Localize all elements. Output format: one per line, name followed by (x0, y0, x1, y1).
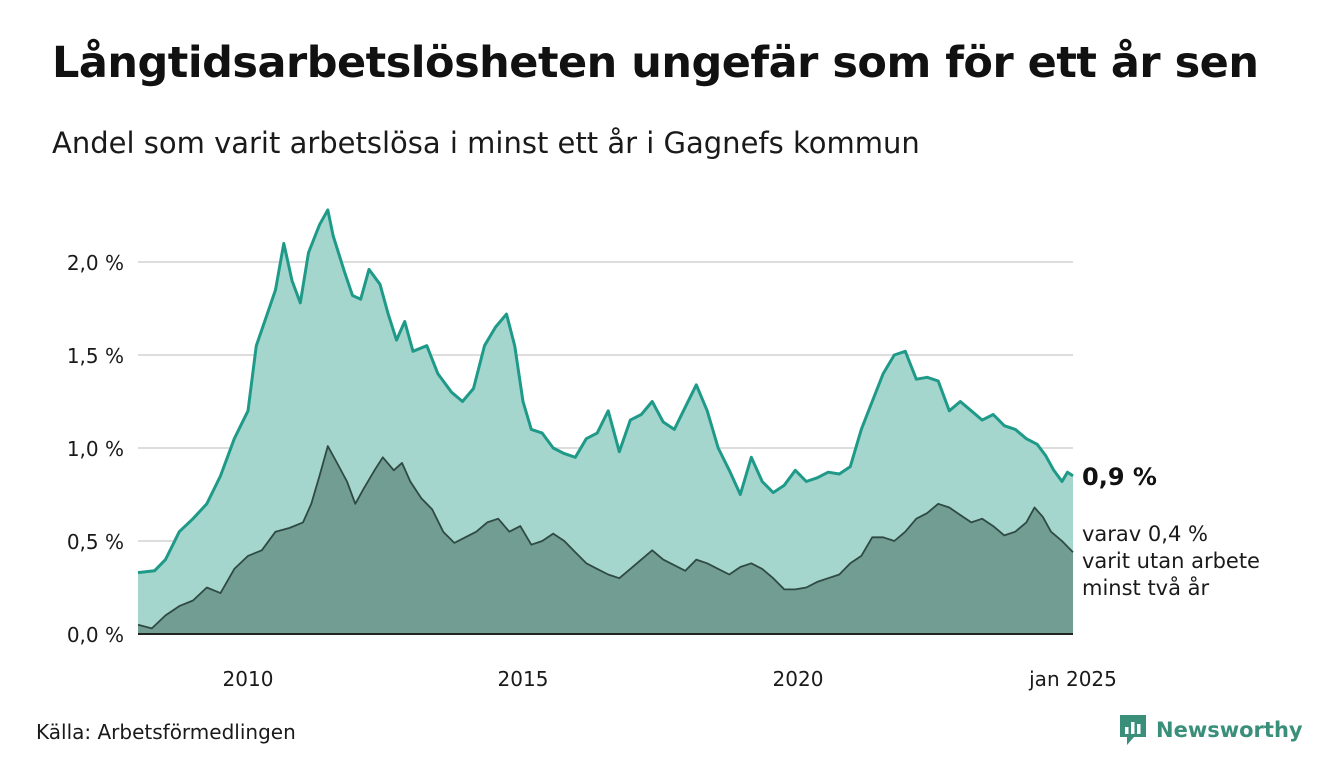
y-tick-label: 0,0 % (67, 623, 124, 647)
line-total (137, 208, 1074, 575)
x-tick-label: 2015 (498, 667, 549, 691)
end-label-two-years-line: varav 0,4 % (1082, 522, 1208, 546)
chart-areas (137, 208, 1074, 634)
newsworthy-logo: Newsworthy (1118, 713, 1303, 747)
y-tick-label: 1,5 % (67, 344, 124, 368)
x-tick-label: jan 2025 (1028, 667, 1117, 691)
x-tick-label: 2020 (773, 667, 824, 691)
logo-text: Newsworthy (1156, 718, 1303, 742)
area-two-years (138, 446, 1073, 634)
y-tick-label: 2,0 % (67, 251, 124, 275)
x-tick-label: 2010 (223, 667, 274, 691)
y-tick-label: 0,5 % (67, 530, 124, 554)
chart-subtitle: Andel som varit arbetslösa i minst ett å… (52, 126, 920, 160)
y-tick-label: 1,0 % (67, 437, 124, 461)
newsworthy-logo-icon (1120, 715, 1146, 745)
end-label-two-years-line: varit utan arbete (1082, 549, 1260, 573)
line-two-years (137, 445, 1074, 630)
end-label-two-years-line: minst två år (1082, 575, 1210, 600)
axes: 0,0 % 0,5 % 1,0 % 1,5 % 2,0 % 2010 2015 2020 jan… (67, 251, 1117, 691)
chart-title: Långtidsarbetslösheten ungefär som för e… (52, 38, 1259, 88)
source-note: Källa: Arbetsförmedlingen (36, 720, 296, 744)
end-label-total: 0,9 % (1082, 463, 1157, 491)
